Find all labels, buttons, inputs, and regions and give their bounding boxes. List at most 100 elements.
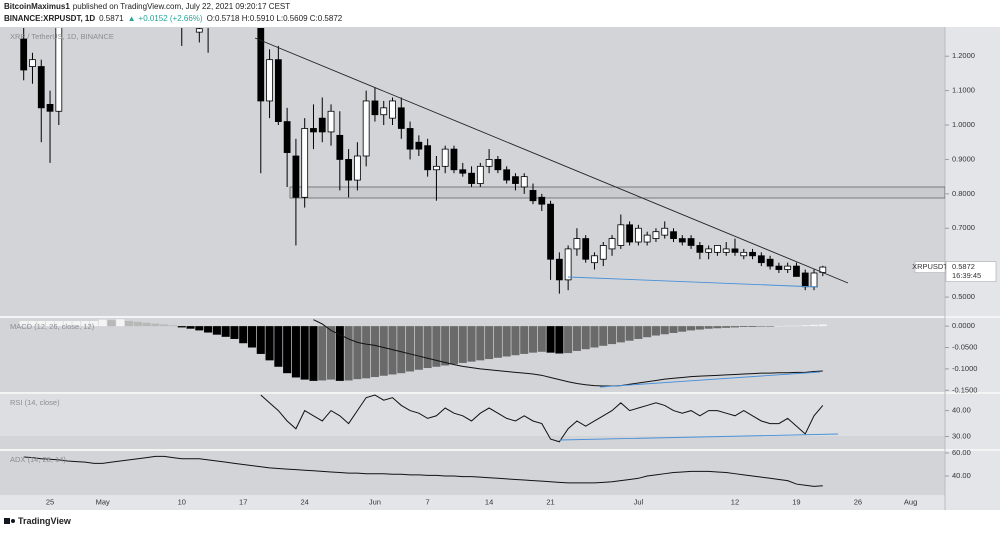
brand: TradingView [18,516,72,526]
candle-body [801,272,809,288]
macd-bar [528,326,538,353]
macd-bar [590,326,599,348]
macd-bar [660,326,669,335]
logo-mark [11,519,15,523]
candle-body [678,238,686,243]
y-tick-label: -0.0500 [952,342,977,351]
macd-bar [177,326,186,328]
macd-bar [766,326,775,327]
candle-body [20,38,28,71]
macd-bar [713,326,722,329]
macd-bar [792,325,801,327]
candle-body [310,128,317,133]
macd-bar [493,326,502,358]
candle-body [643,234,651,243]
macd-bar [704,326,713,329]
macd-bar [72,320,81,327]
macd-bar [678,326,687,332]
support-zone [289,186,945,199]
x-tick-label: 19 [792,497,800,506]
macd-bar [247,326,257,348]
macd-bar [599,326,608,346]
logo-mark [4,518,10,524]
macd-line [313,319,823,387]
candle-body [292,155,300,198]
x-tick-label: 24 [301,497,309,506]
macd-bar [616,326,625,343]
candle-body [485,159,493,167]
y-tick-label: 1.0000 [952,120,975,129]
macd-bar [344,326,353,381]
macd-bar [28,320,37,327]
candle-body [722,248,730,253]
candle-body [520,176,528,188]
candle-body [37,66,45,109]
candle-body [46,103,54,112]
macd-bar [423,326,432,369]
candle-body [608,238,616,250]
header-line-2: BINANCE:XRPUSDT, 1D 0.5871 ▲ +0.0152 (+2.66… [4,14,343,23]
candle-body [547,203,554,260]
ohlc: O:0.5718 H:0.5910 L:0.5609 C:0.5872 [207,14,343,23]
macd-bar [54,320,63,327]
macd-bar [397,326,406,374]
oscillator-pane [23,455,823,487]
macd-bar [309,326,318,381]
descending-trendline [254,37,849,284]
macd-bar [326,326,336,380]
macd-bar [520,326,529,354]
rsi-pane [260,394,824,443]
candle-body [415,141,423,150]
candle-body [433,165,440,171]
candle-body [740,251,748,257]
macd-bar [98,319,107,327]
x-tick-label: Jul [634,497,644,506]
macd-bar [274,326,283,367]
candle-body [301,128,309,198]
macd-bar [300,326,309,380]
macd-bar [748,326,757,327]
candle-body [283,121,291,153]
macd-bar [63,320,72,327]
macd-bar [89,320,98,327]
time-axis-background [0,495,945,510]
rsi-divergence-line [559,433,839,441]
macd-bar [581,326,590,350]
candle-body [336,134,344,160]
candle-body [362,100,370,157]
header-line-1: BitcoinMaximus1 published on TradingView.… [4,2,290,11]
macd-bar [458,326,467,363]
macd-bar [362,326,371,379]
candle-body [591,255,598,264]
macd-bar [485,326,494,360]
macd-bar [643,326,652,338]
axes: 25 May 10 17 24 Jun 7 14 21 Jul 12 19 26 Aug XRP / Tet… [10,32,997,506]
candle-body [195,28,203,33]
candle-body [476,165,484,184]
candle-body [731,248,739,253]
candle-body [503,169,511,181]
x-tick-label: 21 [546,497,554,506]
macd-bar [467,326,476,362]
macd-bar [221,326,230,337]
candle-body [564,248,572,281]
candle-body [468,172,475,184]
macd-bar [125,320,134,327]
macd-bar [283,326,292,374]
macd-bar [291,326,300,378]
last-price: 0.5871 [99,14,124,23]
macd-bar [502,326,511,357]
macd-bar [160,324,169,327]
candle-body [459,169,467,174]
macd-bar [625,326,634,341]
macd-bar [783,325,792,327]
macd-bar [204,326,213,333]
candle-body [661,227,669,236]
change: +0.0152 (+2.66%) [139,14,203,23]
candle-body [757,255,765,264]
macd-bar [186,326,195,329]
macd-bar [142,322,151,327]
candle-body [670,231,677,239]
y-tick-label: 30.00 [952,432,971,441]
candle-body [793,265,800,277]
